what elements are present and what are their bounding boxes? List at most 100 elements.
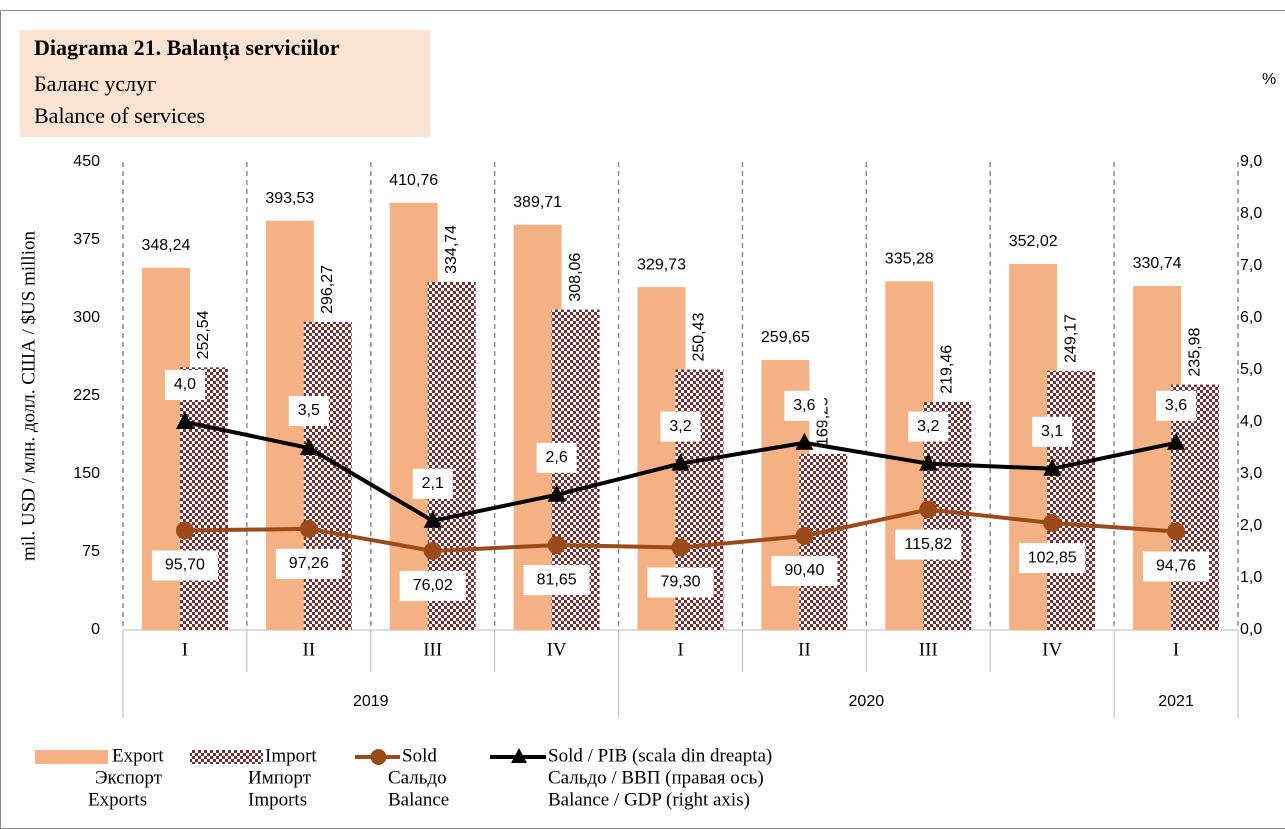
data-label-box: [771, 555, 838, 586]
y2-tick-label: 3,0: [1240, 465, 1262, 482]
data-label: 90,40: [784, 562, 824, 579]
x-tick-label: II: [303, 639, 316, 660]
data-label: 348,24: [141, 237, 190, 254]
data-label-box: [288, 396, 329, 426]
data-label: 102,85: [1028, 549, 1077, 566]
x-tick-label: IV: [547, 639, 567, 660]
marker: [1043, 514, 1062, 533]
chart-title: Diagrama 21. Balanța serviciilor: [34, 35, 340, 61]
data-label: 4,0: [174, 376, 196, 393]
data-label-box: [647, 567, 714, 598]
data-label: 389,71: [513, 194, 562, 211]
data-label: 410,76: [389, 172, 438, 189]
y2-tick-label: 4,0: [1240, 413, 1262, 430]
marker: [423, 510, 442, 528]
marker: [919, 453, 938, 471]
data-label: 76,02: [413, 577, 453, 594]
data-label: 2,6: [545, 449, 567, 466]
legend-label: Сальдо / ВВП (правая ось): [548, 767, 764, 788]
x-tick-label: I: [1173, 639, 1179, 660]
data-label: 3,6: [1165, 397, 1187, 414]
y-axis-label: mil. USD / млн. долл. США / $US million: [18, 231, 39, 561]
legend-swatch: [370, 749, 387, 765]
data-label-box: [784, 390, 825, 421]
chart-subtitle: Баланс услуг: [34, 71, 156, 96]
legend-swatch: [35, 750, 108, 764]
marker: [175, 412, 194, 429]
legend-swatch: [190, 750, 263, 764]
marker: [1043, 458, 1062, 476]
marker: [795, 432, 814, 450]
y2-tick-label: 8,0: [1240, 205, 1262, 222]
data-label: 330,74: [1133, 255, 1182, 272]
y2-tick-label: 0,0: [1240, 621, 1262, 638]
y2-tick-label: 7,0: [1240, 257, 1262, 274]
data-label-box: [399, 570, 466, 601]
data-label-box: [1156, 390, 1197, 421]
x-tick-label: I: [182, 639, 188, 660]
legend-label: Balance / GDP (right axis): [548, 789, 750, 810]
bar: [179, 367, 228, 630]
marker: [1167, 432, 1186, 450]
data-label: 3,1: [1041, 423, 1063, 440]
legend-label: Exports: [88, 789, 147, 810]
x-tick-label: III: [919, 639, 938, 660]
data-label: 393,53: [265, 190, 314, 207]
marker: [671, 538, 690, 557]
data-label: 329,73: [637, 256, 686, 273]
data-label: 352,02: [1009, 233, 1058, 250]
x-group-label: 2019: [353, 693, 389, 710]
data-label: 249,17: [1062, 314, 1079, 363]
data-label-box: [908, 411, 949, 442]
data-label-box: [275, 548, 342, 579]
data-label: 235,98: [1186, 328, 1203, 377]
data-label-box: [895, 529, 962, 560]
marker: [299, 519, 318, 538]
bar: [303, 321, 352, 630]
x-group-label: 2020: [849, 693, 885, 710]
x-tick-label: II: [798, 639, 811, 660]
legend-label: Export: [112, 745, 164, 766]
data-label: 219,46: [938, 345, 955, 394]
data-label-box: [164, 370, 205, 400]
data-label: 3,2: [917, 418, 939, 435]
x-tick-label: IV: [1042, 639, 1062, 660]
data-label: 115,82: [904, 536, 952, 553]
legend-label: Импорт: [248, 767, 312, 788]
y-tick-label: 75: [82, 543, 100, 560]
marker: [423, 541, 442, 560]
legend-label: Sold: [402, 745, 437, 766]
y2-axis-label: %: [1262, 71, 1276, 88]
data-label: 308,06: [567, 253, 584, 302]
data-label-box: [523, 565, 590, 596]
y2-tick-label: 5,0: [1240, 361, 1262, 378]
data-label: 335,28: [885, 251, 934, 268]
data-label: 296,27: [319, 265, 336, 314]
y2-tick-label: 9,0: [1240, 153, 1262, 170]
chart-subtitle: Balance of services: [34, 103, 205, 128]
data-label-box: [1019, 543, 1086, 574]
y-tick-label: 375: [73, 231, 100, 248]
data-label: 97,26: [289, 555, 329, 572]
data-label: 94,76: [1156, 558, 1196, 575]
marker: [919, 500, 938, 519]
legend-label: Import: [265, 745, 317, 766]
marker: [175, 521, 194, 540]
y-tick-label: 150: [73, 465, 100, 482]
data-label-box: [1032, 416, 1073, 447]
y-tick-label: 300: [73, 309, 100, 326]
y2-tick-label: 1,0: [1240, 569, 1262, 586]
y2-tick-label: 2,0: [1240, 517, 1262, 534]
data-label: 79,30: [660, 574, 700, 591]
data-label: 259,65: [761, 329, 810, 346]
marker: [795, 526, 814, 545]
data-label-box: [660, 411, 701, 442]
data-label: 334,74: [443, 225, 460, 274]
marker: [299, 438, 318, 455]
marker: [547, 536, 566, 555]
data-label: 3,6: [793, 397, 815, 414]
legend-label: Сальдо: [388, 767, 447, 788]
bar: [1047, 370, 1096, 630]
x-group-label: 2021: [1158, 693, 1194, 710]
